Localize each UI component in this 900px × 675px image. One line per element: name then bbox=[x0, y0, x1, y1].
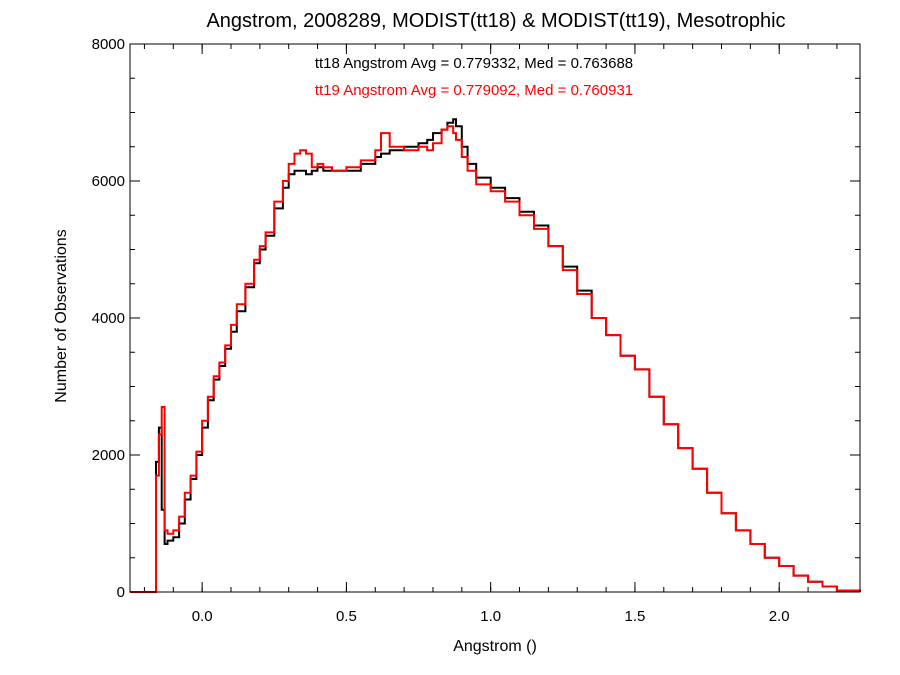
x-tick-label: 0.0 bbox=[192, 608, 213, 625]
x-axis-ticks: 0.0 0.5 1.0 1.5 2.0 bbox=[192, 44, 790, 625]
y-tick-label: 8000 bbox=[92, 36, 125, 53]
annotation-tt19: tt19 Angstrom Avg = 0.779092, Med = 0.76… bbox=[315, 82, 633, 99]
y-axis-label: Number of Observations bbox=[53, 229, 70, 402]
series-layer bbox=[130, 118, 861, 593]
y-tick-label: 0 bbox=[117, 584, 125, 601]
x-axis-label: Angstrom () bbox=[453, 638, 537, 655]
annotation-tt18: tt18 Angstrom Avg = 0.779332, Med = 0.76… bbox=[315, 55, 633, 72]
x-tick-label: 0.5 bbox=[336, 608, 357, 625]
chart-title: Angstrom, 2008289, MODIST(tt18) & MODIST… bbox=[206, 10, 785, 32]
y-tick-label: 4000 bbox=[92, 310, 125, 327]
x-tick-label: 1.0 bbox=[480, 608, 501, 625]
y-tick-label: 2000 bbox=[92, 447, 125, 464]
x-tick-label: 2.0 bbox=[769, 608, 790, 625]
plot-frame bbox=[129, 43, 861, 593]
y-tick-label: 6000 bbox=[92, 173, 125, 190]
series-line-tt19 bbox=[130, 125, 861, 593]
x-tick-label: 1.5 bbox=[625, 608, 646, 625]
